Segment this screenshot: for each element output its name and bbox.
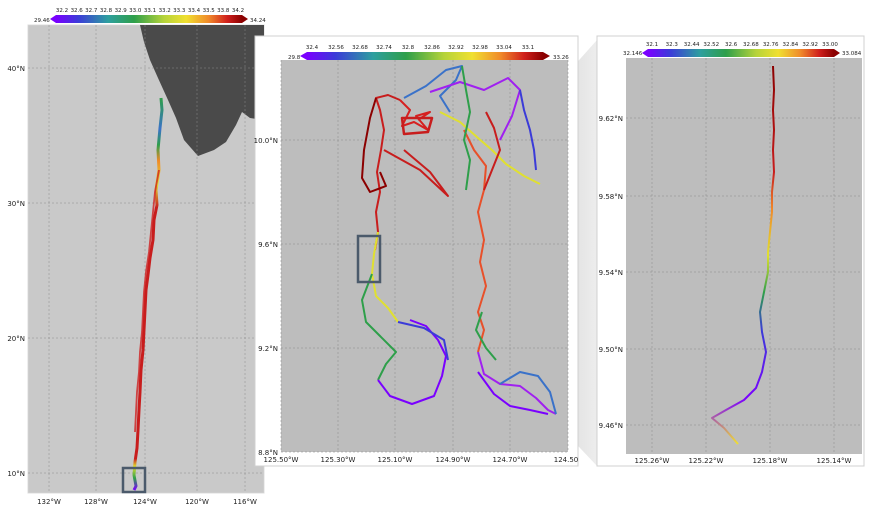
colorbar-tick-label: 33.1 <box>522 45 534 51</box>
zoom2-lon-label: 125.26°W <box>635 457 670 465</box>
colorbar-tick-label: 32.76 <box>763 42 779 48</box>
zoom2-lat-label: 9.62°N <box>599 115 623 123</box>
colorbar-tick-label: 33.1 <box>144 8 156 14</box>
overview-colorbar-max: 34.24 <box>250 18 266 24</box>
overview-track <box>132 97 164 491</box>
colorbar-tick-label: 32.2 <box>56 8 68 14</box>
overview-lon-label: 124°W <box>133 498 157 506</box>
zoom2-track <box>711 65 775 445</box>
zoom1-lat-label: 9.2°N <box>258 345 278 353</box>
colorbar-tick-label: 32.8 <box>100 8 113 14</box>
colorbar-tick-label: 32.68 <box>352 45 368 51</box>
zoom2-panel: 32.146 33.084 32.1 32.3 32.44 32.52 32.6 32.6… <box>596 35 865 467</box>
overview-panel: 29.46 34.24 32.2 32.6 32.7 32.8 32.9 33.0 33.1… <box>7 8 266 506</box>
colorbar-tick-label: 33.8 <box>217 8 230 14</box>
colorbar-tick-label: 32.1 <box>646 42 658 48</box>
zoom2-lat-label: 9.46°N <box>599 422 623 430</box>
overview-lon-label: 132°W <box>37 498 61 506</box>
colorbar-tick-label: 32.6 <box>71 8 84 14</box>
colorbar-tick-label: 33.3 <box>173 8 186 14</box>
overview-lon-label: 116°W <box>233 498 257 506</box>
overview-grid <box>28 25 264 493</box>
zoom1-colorbar-min: 29.8 <box>288 55 301 61</box>
colorbar-tick-label: 33.5 <box>203 8 216 14</box>
zoom1-lon-label: 125.10°W <box>378 456 413 464</box>
colorbar-tick-label: 33.00 <box>822 42 838 48</box>
colorbar-tick-label: 32.84 <box>783 42 799 48</box>
zoom1-panel: 29.8 33.26 32.4 32.56 32.68 32.74 32.8 32.86 3… <box>254 35 579 467</box>
colorbar-tick-label: 32.68 <box>743 42 759 48</box>
overview-zoom-box <box>121 466 147 494</box>
zoom2-lat-label: 9.58°N <box>599 193 623 201</box>
colorbar-tick-label: 32.9 <box>115 8 128 14</box>
zoom2-lat-label: 9.54°N <box>599 269 623 277</box>
zoom1-lat-label: 8.8°N <box>258 449 278 457</box>
zoom1-colorbar-max: 33.26 <box>553 55 569 61</box>
colorbar-tick-label: 32.86 <box>424 45 440 51</box>
colorbar-tick-label: 34.2 <box>232 8 244 14</box>
zoom2-lon-label: 125.22°W <box>689 457 724 465</box>
zoom2-lat-label: 9.50°N <box>599 346 623 354</box>
colorbar-tick-label: 32.56 <box>328 45 344 51</box>
zoom1-lon-label: 124.90°W <box>436 456 471 464</box>
zoom2-lon-label: 125.14°W <box>817 457 852 465</box>
zoom2-colorbar-max: 33.084 <box>842 51 862 57</box>
zoom2-plot-area <box>626 58 862 454</box>
zoom1-lat-label: 9.6°N <box>258 241 278 249</box>
zoom1-lon-label: 125.50°W <box>264 456 299 464</box>
zoom2-colorbar-min: 32.146 <box>623 51 643 57</box>
colorbar-tick-label: 32.3 <box>666 42 679 48</box>
zoom1-lon-label: 125.30°W <box>321 456 356 464</box>
colorbar-tick-label: 33.0 <box>129 8 142 14</box>
zoom1-zoom-box <box>356 234 382 284</box>
overview-lon-label: 128°W <box>84 498 108 506</box>
colorbar-tick-label: 33.04 <box>496 45 512 51</box>
zoom1-lon-label: 124.50 <box>554 456 579 464</box>
overview-colorbar: 29.46 34.24 32.2 32.6 32.7 32.8 32.9 33.0 33.1… <box>34 8 266 24</box>
overview-lat-label: 20°N <box>7 335 25 343</box>
colorbar-tick-label: 32.44 <box>684 42 700 48</box>
overview-lat-label: 10°N <box>7 470 25 478</box>
colorbar-tick-label: 32.92 <box>802 42 818 48</box>
overview-lon-label: 120°W <box>185 498 209 506</box>
overview-lat-label: 40°N <box>7 65 25 73</box>
overview-colorbar-min: 29.46 <box>34 18 50 24</box>
colorbar-tick-label: 32.52 <box>703 42 719 48</box>
zoom2-colorbar: 32.146 33.084 32.1 32.3 32.44 32.52 32.6 32.6… <box>623 42 862 57</box>
zoom1-lon-label: 124.70°W <box>493 456 528 464</box>
colorbar-tick-label: 32.7 <box>85 8 98 14</box>
overview-lat-label: 30°N <box>7 200 25 208</box>
colorbar-tick-label: 32.74 <box>376 45 392 51</box>
land-mass <box>140 25 264 156</box>
colorbar-tick-label: 32.98 <box>472 45 488 51</box>
zoom1-lat-label: 10.0°N <box>254 137 278 145</box>
colorbar-tick-label: 33.4 <box>188 8 201 14</box>
zoom2-lon-label: 125.18°W <box>753 457 788 465</box>
zoom1-colorbar: 29.8 33.26 32.4 32.56 32.68 32.74 32.8 32.86 3… <box>288 45 569 61</box>
colorbar-tick-label: 32.4 <box>306 45 319 51</box>
zoom1-tracks <box>361 65 557 415</box>
colorbar-tick-label: 32.92 <box>448 45 464 51</box>
colorbar-tick-label: 32.8 <box>402 45 415 51</box>
colorbar-tick-label: 33.2 <box>159 8 171 14</box>
colorbar-tick-label: 32.6 <box>725 42 738 48</box>
